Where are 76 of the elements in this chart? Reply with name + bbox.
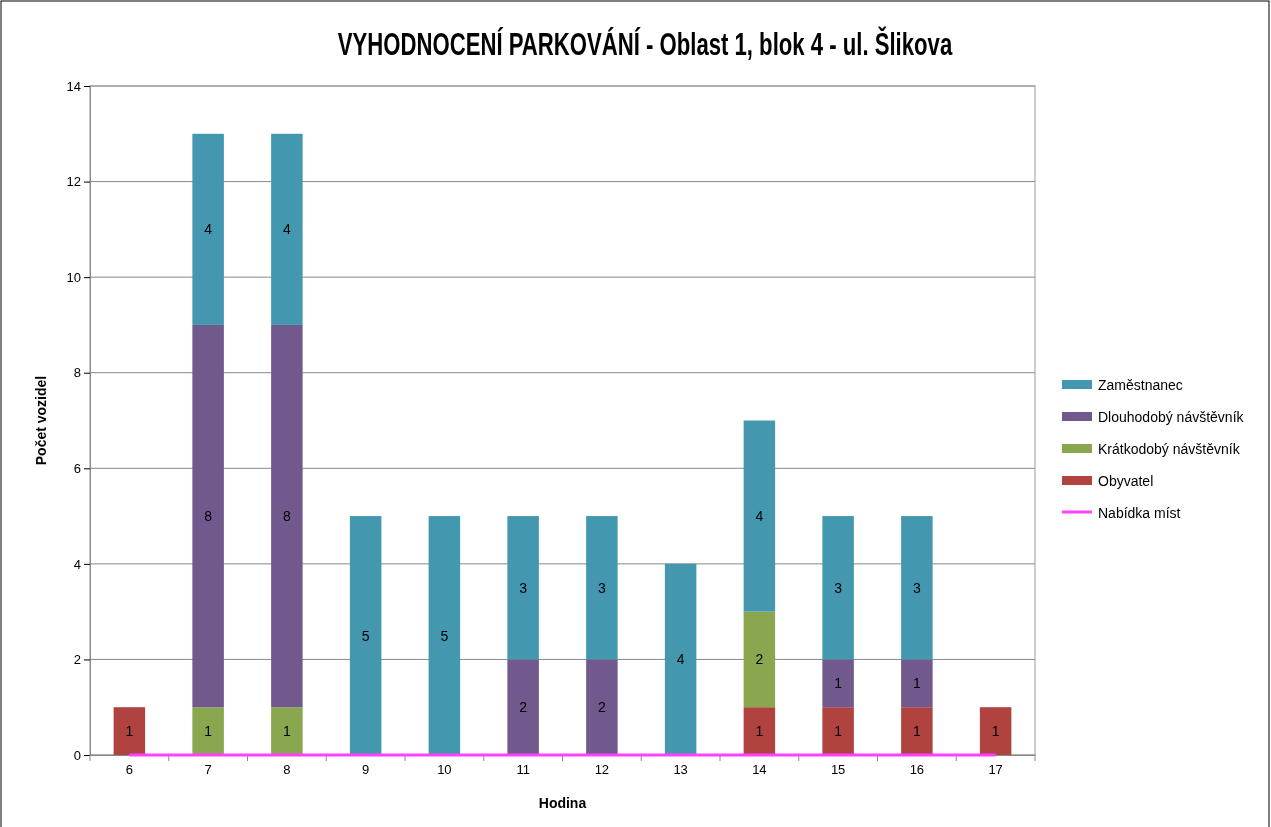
bar — [192, 133, 224, 325]
legend-label: Zaměstnanec — [1098, 377, 1183, 393]
bar — [271, 707, 303, 755]
y-tick-label: 6 — [73, 460, 81, 476]
bar — [192, 707, 224, 755]
bar — [822, 659, 854, 708]
y-tick-label: 4 — [73, 556, 81, 572]
legend-label: Nabídka míst — [1098, 505, 1181, 521]
y-axis-title: Počet vozidel — [33, 375, 49, 466]
bar — [271, 133, 303, 325]
data-label: 1 — [204, 723, 213, 740]
x-axis-title: Hodina — [538, 795, 587, 811]
data-label: 3 — [912, 579, 921, 596]
bar — [271, 324, 303, 708]
x-tick-label: 6 — [125, 761, 133, 777]
y-tick-label: 2 — [73, 652, 81, 668]
bar — [664, 563, 697, 755]
x-tick-label: 14 — [752, 761, 767, 777]
data-label: 1 — [834, 723, 843, 740]
data-label: 2 — [597, 699, 606, 716]
bar — [586, 516, 618, 660]
bar — [586, 659, 618, 755]
data-label: 2 — [755, 651, 764, 668]
x-tick-label: 17 — [988, 761, 1003, 777]
data-label: 5 — [440, 627, 449, 644]
x-tick-label: 9 — [362, 761, 370, 777]
bar — [901, 707, 933, 755]
data-label: 8 — [204, 508, 213, 525]
data-label: 3 — [519, 579, 528, 596]
x-tick-label: 11 — [516, 761, 530, 777]
data-label: 4 — [755, 508, 764, 525]
legend-label: Obyvatel — [1098, 473, 1154, 489]
data-label: 3 — [834, 579, 843, 596]
y-tick-label: 8 — [73, 365, 81, 381]
data-label: 8 — [282, 508, 291, 525]
legend-label: Dlouhodobý návštěvník — [1098, 409, 1245, 425]
x-tick-label: 16 — [909, 761, 925, 777]
bar — [901, 516, 933, 660]
legend-label: Krátkodobý návštěvník — [1098, 441, 1241, 457]
data-label: 1 — [991, 723, 1000, 740]
data-label: 4 — [282, 221, 291, 238]
x-tick-label: 12 — [594, 761, 610, 777]
data-label: 1 — [912, 723, 921, 740]
bar — [979, 707, 1012, 755]
x-tick-label: 13 — [673, 761, 688, 777]
y-tick-label: 12 — [66, 174, 81, 190]
x-tick-label: 10 — [437, 761, 452, 777]
x-tick-label: 8 — [283, 761, 291, 777]
chart-title: VYHODNOCENÍ PARKOVÁNÍ - Oblast 1, blok 4 - ul. Šlikova — [337, 25, 954, 62]
bar — [822, 516, 854, 660]
y-tick-label: 10 — [66, 269, 81, 285]
x-tick-label: 7 — [204, 761, 212, 777]
data-label: 2 — [519, 699, 528, 716]
bar — [349, 516, 382, 755]
data-label: 3 — [597, 579, 606, 596]
bar — [743, 611, 776, 708]
data-label: 1 — [834, 675, 843, 692]
x-tick-label: 15 — [830, 761, 846, 777]
y-tick-label: 14 — [66, 78, 81, 94]
data-label: 1 — [282, 723, 291, 740]
bar — [901, 659, 933, 708]
bar — [822, 707, 854, 755]
bar — [507, 516, 539, 660]
data-label: 1 — [755, 723, 764, 740]
bar — [743, 707, 776, 755]
bar — [507, 659, 539, 755]
data-label: 1 — [125, 723, 134, 740]
bar — [113, 707, 146, 755]
data-label: 4 — [204, 221, 213, 238]
data-label: 1 — [912, 675, 921, 692]
data-label: 5 — [361, 627, 370, 644]
bar — [743, 420, 776, 612]
data-label: 4 — [676, 651, 685, 668]
y-tick-label: 0 — [73, 747, 81, 763]
bar — [428, 516, 461, 755]
bar — [192, 324, 224, 708]
